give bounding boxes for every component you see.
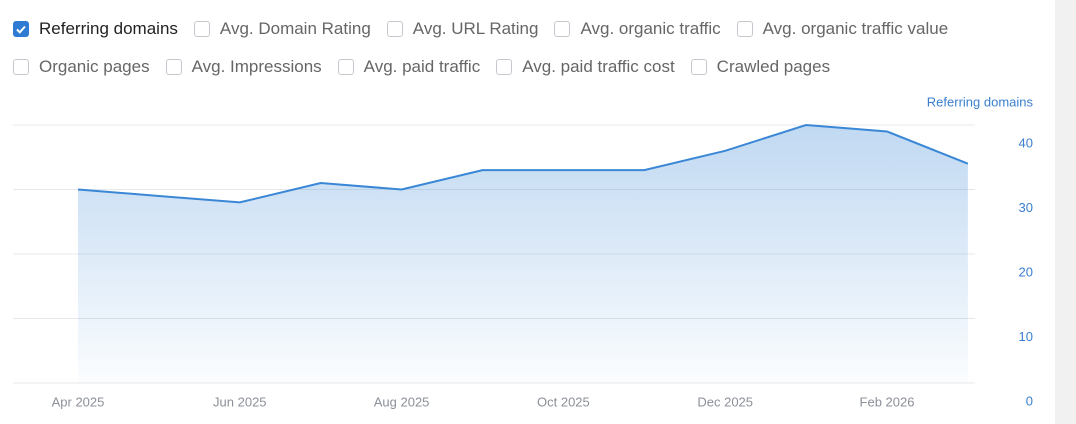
checkbox-option[interactable]: Organic pages (13, 57, 150, 77)
filter-row: Organic pages Avg. Impressions Avg. paid t… (13, 48, 948, 86)
checkbox-option[interactable]: Referring domains (13, 19, 178, 39)
checkbox-option[interactable]: Avg. organic traffic value (736, 19, 949, 39)
area-fill (78, 125, 968, 383)
checkbox-label: Avg. URL Rating (412, 19, 539, 38)
scrollbar (1055, 0, 1076, 424)
checkbox-option[interactable]: Crawled pages (690, 57, 831, 77)
checkbox-label: Avg. Impressions (191, 57, 322, 76)
checkbox[interactable] (554, 21, 571, 37)
x-tick-label: Dec 2025 (697, 394, 753, 409)
filter-list: Referring domains Avg. Domain Rating Avg. … (13, 10, 948, 86)
checkbox[interactable] (193, 21, 210, 37)
y-tick-label: 30 (1019, 200, 1033, 215)
checkbox[interactable] (736, 21, 753, 37)
checkbox-option[interactable]: Avg. Impressions (165, 57, 322, 77)
x-tick-label: Feb 2026 (860, 394, 915, 409)
y-tick-label: 0 (1026, 393, 1033, 408)
y-tick-label: 10 (1019, 329, 1033, 344)
y-tick-label: 40 (1019, 135, 1033, 150)
checkbox-label: Referring domains (39, 19, 178, 38)
checkbox[interactable] (337, 59, 354, 75)
checkbox[interactable] (386, 21, 403, 37)
checkbox-label: Avg. organic traffic (580, 19, 721, 38)
line (77, 123, 969, 204)
checkbox-label: Organic pages (39, 57, 150, 76)
checkbox-option[interactable]: Avg. paid traffic (337, 57, 481, 77)
filter-row: Referring domains Avg. Domain Rating Avg. … (13, 10, 948, 48)
checkbox-label: Avg. paid traffic cost (522, 57, 675, 76)
checkbox-option[interactable]: Avg. Domain Rating (193, 19, 371, 39)
checkbox-label: Crawled pages (716, 57, 831, 76)
x-tick-label: Apr 2025 (52, 394, 105, 409)
x-tick-label: Oct 2025 (537, 394, 590, 409)
checkbox-label: Avg. organic traffic value (762, 19, 949, 38)
checkbox-option[interactable]: Avg. organic traffic (554, 19, 721, 39)
y-tick-label: 20 (1019, 264, 1033, 279)
x-tick-label: Jun 2025 (213, 394, 267, 409)
checkbox[interactable] (13, 59, 29, 75)
y-axis-label: Referring domains (927, 94, 1034, 109)
checkbox-option[interactable]: Avg. URL Rating (386, 19, 539, 39)
checkbox-label: Avg. Domain Rating (219, 19, 371, 38)
checkbox-label: Avg. paid traffic (363, 57, 481, 76)
x-tick-label: Aug 2025 (374, 394, 430, 409)
checkbox-option[interactable]: Avg. paid traffic cost (496, 57, 675, 77)
checkbox[interactable] (496, 59, 513, 75)
checkbox[interactable] (165, 59, 182, 75)
checkbox[interactable] (13, 21, 29, 37)
checkbox[interactable] (690, 59, 707, 75)
